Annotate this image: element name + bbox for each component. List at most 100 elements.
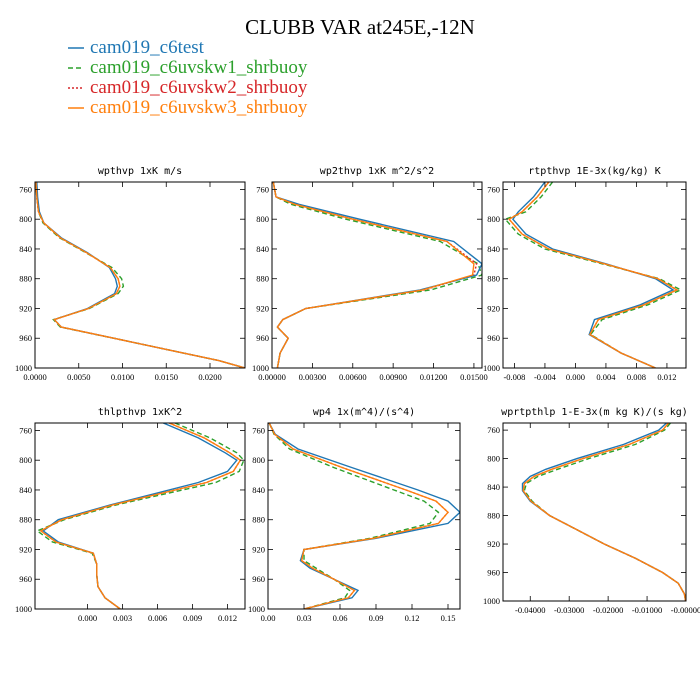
series-line	[512, 182, 675, 368]
y-tick-label: 920	[19, 544, 32, 554]
y-tick-label: 1000	[15, 363, 32, 373]
x-tick-label: 0.03	[297, 613, 312, 623]
y-tick-label: 1000	[252, 363, 269, 373]
y-tick-label: 880	[487, 511, 500, 521]
series-line	[522, 423, 686, 601]
plot-frame	[267, 422, 461, 610]
y-tick-label: 1000	[15, 604, 32, 614]
x-tick-label: 0.012	[218, 613, 237, 623]
y-tick-label: 920	[19, 303, 32, 313]
y-tick-label: 760	[19, 425, 32, 435]
x-tick-label: 0.01200	[420, 372, 448, 382]
x-tick-label: 0.00000	[258, 372, 286, 382]
y-tick-label: 1000	[248, 604, 265, 614]
y-tick-label: 1000	[483, 596, 500, 606]
x-tick-label: 0.000	[78, 613, 97, 623]
legend-entry: cam019_c6uvskw2_shrbuoy	[68, 77, 308, 98]
panel: thlpthvp 1xK^2 760 800 840 880 920 960 1000 0.00…	[15, 407, 246, 623]
y-tick-label: 840	[256, 244, 269, 254]
x-tick-label: 0.09	[369, 613, 384, 623]
y-tick-label: 920	[487, 303, 500, 313]
legend-label: cam019_c6uvskw2_shrbuoy	[90, 77, 308, 98]
x-tick-label: 0.008	[627, 372, 646, 382]
x-tick-label: -0.00000	[671, 605, 700, 615]
x-tick-label: 0.06	[333, 613, 348, 623]
panel-title: rtpthvp 1E-3x(kg/kg) K	[528, 166, 660, 177]
y-tick-label: 880	[256, 274, 269, 284]
series-line	[35, 423, 245, 609]
y-tick-label: 920	[256, 303, 269, 313]
legend-entry: cam019_c6uvskw1_shrbuoy	[68, 57, 308, 78]
panel-title: wpthvp 1xK m/s	[98, 166, 182, 177]
series-line	[35, 182, 245, 368]
legend-label: cam019_c6uvskw1_shrbuoy	[90, 57, 308, 78]
x-tick-label: 0.0000	[23, 372, 46, 382]
x-tick-label: 0.012	[657, 372, 676, 382]
series-line	[268, 423, 449, 609]
y-tick-label: 800	[19, 214, 32, 224]
series-line	[272, 182, 482, 368]
y-tick-label: 760	[487, 425, 500, 435]
x-tick-label: 0.0050	[67, 372, 90, 382]
series-line	[268, 423, 460, 609]
y-tick-label: 920	[487, 539, 500, 549]
series-line	[272, 182, 475, 368]
y-tick-label: 840	[487, 244, 500, 254]
series-line	[521, 423, 686, 601]
y-tick-label: 880	[487, 274, 500, 284]
x-tick-label: 0.12	[405, 613, 420, 623]
series-line	[272, 182, 482, 368]
panel-title: wprtpthlp 1-E-3x(m kg K)/(s kg)	[501, 407, 688, 418]
x-tick-label: 0.003	[113, 613, 132, 623]
panel: rtpthvp 1E-3x(kg/kg) K 760 800 840 880 920 960…	[483, 166, 687, 382]
y-tick-label: 760	[487, 184, 500, 194]
x-tick-label: 0.0150	[155, 372, 178, 382]
plot-frame	[502, 181, 687, 369]
series-line	[272, 182, 478, 368]
panel-title: thlpthvp 1xK^2	[98, 407, 182, 418]
legend-label: cam019_c6test	[90, 37, 205, 58]
y-tick-label: 960	[19, 333, 32, 343]
plot-frame	[34, 422, 246, 610]
y-tick-label: 960	[487, 568, 500, 578]
y-tick-label: 800	[256, 214, 269, 224]
x-tick-label: -0.01000	[632, 605, 662, 615]
x-tick-label: -0.004	[534, 372, 557, 382]
series-line	[508, 182, 679, 368]
series-line	[35, 182, 245, 368]
y-tick-label: 960	[252, 574, 265, 584]
y-tick-label: 960	[19, 574, 32, 584]
x-tick-label: 0.0100	[111, 372, 134, 382]
series-line	[35, 182, 245, 368]
x-tick-label: -0.02000	[593, 605, 623, 615]
x-tick-label: 0.01500	[460, 372, 488, 382]
x-tick-label: 0.009	[183, 613, 202, 623]
legend: cam019_c6testcam019_c6uvskw1_shrbuoycam0…	[68, 37, 308, 118]
x-tick-label: 0.00	[261, 613, 276, 623]
figure-title: CLUBB VAR at245E,-12N	[245, 15, 475, 39]
x-tick-label: -0.008	[503, 372, 525, 382]
x-tick-label: 0.006	[148, 613, 167, 623]
y-tick-label: 880	[19, 274, 32, 284]
y-tick-label: 800	[487, 454, 500, 464]
y-tick-label: 840	[252, 485, 265, 495]
series-line	[504, 182, 683, 368]
panels: wpthvp 1xK m/s76080084088092096010000.00…	[15, 166, 700, 623]
panel: wprtpthlp 1-E-3x(m kg K)/(s kg)760 800 840…	[483, 407, 700, 615]
panel: wp2thvp 1xK m^2/s^2 760 800 840 880 920 960 100…	[252, 166, 488, 382]
y-tick-label: 920	[252, 544, 265, 554]
plot-frame	[502, 422, 687, 602]
legend-entry: cam019_c6uvskw3_shrbuoy	[68, 97, 308, 118]
y-tick-label: 880	[252, 515, 265, 525]
y-tick-label: 800	[19, 455, 32, 465]
series-line	[523, 423, 686, 601]
series-line	[268, 423, 440, 609]
y-tick-label: 1000	[483, 363, 500, 373]
series-line	[36, 182, 245, 368]
legend-label: cam019_c6uvskw3_shrbuoy	[90, 97, 308, 118]
y-tick-label: 960	[487, 333, 500, 343]
series-line	[508, 182, 679, 368]
x-tick-label: 0.004	[596, 372, 616, 382]
legend-entry: cam019_c6test	[68, 37, 205, 58]
